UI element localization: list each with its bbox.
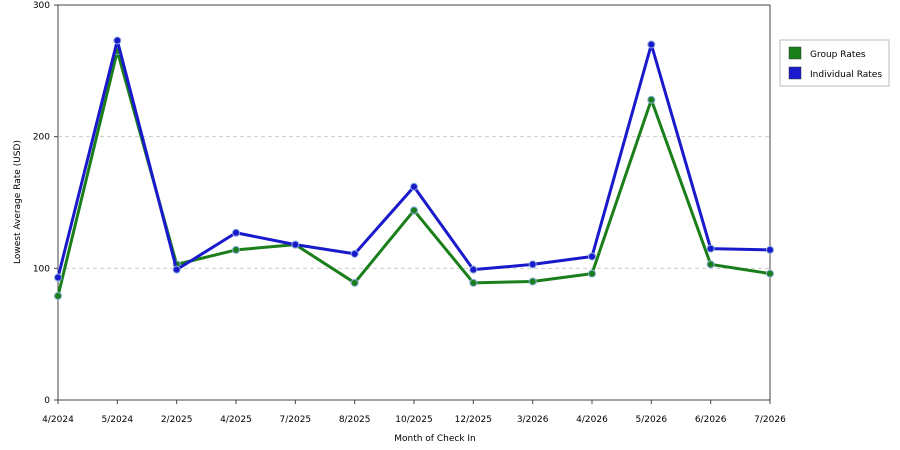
data-point: [647, 40, 656, 49]
y-axis-label: Lowest Average Rate (USD): [13, 140, 23, 264]
x-tick-label: 10/2025: [395, 415, 432, 425]
data-point: [588, 252, 596, 261]
data-point: [706, 244, 715, 253]
data-point: [528, 260, 537, 269]
x-tick-label: 2/2025: [161, 415, 193, 425]
data-point: [113, 36, 122, 45]
data-point: [410, 182, 418, 191]
data-point: [232, 228, 240, 237]
y-tick-label: 200: [33, 133, 50, 143]
x-tick-label: 4/2026: [576, 415, 608, 425]
data-point: [350, 249, 359, 258]
legend-swatch: [788, 66, 802, 80]
data-point: [588, 269, 596, 278]
data-point: [528, 277, 537, 286]
legend-label: Group Rates: [810, 50, 866, 60]
y-tick-label: 300: [33, 1, 50, 11]
x-tick-label: 3/2026: [517, 415, 549, 425]
x-axis-label: Month of Check In: [394, 434, 476, 444]
data-point: [350, 278, 359, 287]
data-point: [232, 245, 240, 254]
data-point: [469, 278, 478, 287]
x-tick-label: 8/2025: [339, 415, 371, 425]
data-point: [54, 273, 62, 282]
x-tick-label: 4/2025: [220, 415, 252, 425]
x-tick-label: 7/2025: [279, 415, 311, 425]
data-point: [54, 291, 62, 300]
data-point: [172, 265, 181, 274]
x-tick-label: 4/2024: [42, 415, 74, 425]
x-tick-label: 5/2026: [635, 415, 667, 425]
data-point: [647, 95, 656, 104]
legend-label: Individual Rates: [810, 70, 882, 80]
legend-swatch: [788, 46, 802, 60]
data-point: [410, 206, 418, 215]
x-tick-label: 5/2024: [101, 415, 133, 425]
x-tick-label: 7/2026: [754, 415, 786, 425]
plot-frame: [57, 4, 771, 401]
data-point: [291, 240, 300, 249]
x-tick-label: 6/2026: [695, 415, 727, 425]
x-tick-label: 12/2025: [455, 415, 492, 425]
data-point: [766, 245, 774, 254]
y-tick-label: 0: [44, 396, 50, 406]
data-point: [706, 260, 715, 269]
series-line: [56, 39, 771, 278]
y-tick-label: 100: [33, 264, 50, 274]
data-point: [469, 265, 478, 274]
data-point: [766, 269, 774, 278]
